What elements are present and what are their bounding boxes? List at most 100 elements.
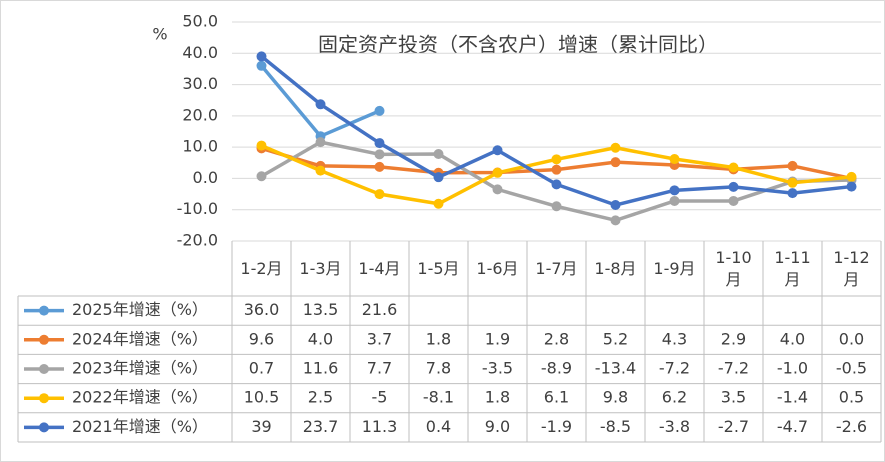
y-tick-label: 40.0 xyxy=(182,43,218,62)
data-point xyxy=(669,185,680,196)
table-value: -4.7 xyxy=(777,417,808,436)
data-point xyxy=(256,60,267,71)
data-point xyxy=(610,142,621,153)
data-point xyxy=(846,171,857,182)
data-point xyxy=(551,154,562,165)
table-value: 5.2 xyxy=(603,329,628,348)
data-point xyxy=(256,140,267,151)
data-point xyxy=(846,181,857,192)
data-point xyxy=(315,165,326,176)
data-point xyxy=(492,184,503,195)
x-tick-label: 1-5月 xyxy=(417,258,460,278)
x-tick-label: 1-2月 xyxy=(240,258,283,278)
data-point xyxy=(669,195,680,206)
data-point xyxy=(728,162,739,173)
data-point xyxy=(610,157,621,168)
table-value: 1.8 xyxy=(485,388,510,407)
y-axis-label: % xyxy=(152,25,167,44)
table-value: 9.6 xyxy=(249,329,274,348)
table-value: 3.5 xyxy=(721,388,746,407)
table-value: -2.6 xyxy=(836,417,867,436)
y-tick-label: -20.0 xyxy=(177,231,218,250)
data-point xyxy=(669,154,680,165)
legend-marker xyxy=(39,334,49,345)
data-point xyxy=(787,188,798,199)
x-tick-label: 1-6月 xyxy=(476,258,519,278)
chart-title: 固定资产投资（不含农户）增速（累计同比） xyxy=(318,33,718,57)
table-value: 9.8 xyxy=(603,388,628,407)
data-point xyxy=(374,149,385,160)
table-value: 0.4 xyxy=(426,417,451,436)
data-point xyxy=(492,145,503,156)
table-value: -5 xyxy=(372,388,388,407)
table-value: -1.0 xyxy=(777,359,808,378)
legend-label: 2023年增速（%） xyxy=(72,359,208,378)
data-point xyxy=(433,149,444,160)
x-tick-label: 1-3月 xyxy=(299,258,342,278)
data-point xyxy=(374,161,385,172)
y-tick-label: -10.0 xyxy=(177,199,218,218)
data-point xyxy=(433,172,444,183)
table-value: -7.2 xyxy=(718,359,749,378)
table-value: 2.5 xyxy=(308,388,333,407)
table-value: 4.3 xyxy=(662,329,687,348)
table-value: 6.1 xyxy=(544,388,569,407)
data-point xyxy=(256,171,267,182)
table-value: 10.5 xyxy=(244,388,280,407)
table-value: 4.0 xyxy=(780,329,805,348)
table-value: -2.7 xyxy=(718,417,749,436)
y-tick-label: 20.0 xyxy=(182,105,218,124)
data-point xyxy=(610,200,621,211)
table-value: 7.7 xyxy=(367,359,392,378)
table-value: 7.8 xyxy=(426,359,451,378)
x-tick-label: 1-4月 xyxy=(358,258,401,278)
y-tick-label: 0.0 xyxy=(193,168,218,187)
x-tick-label: 1-8月 xyxy=(594,258,637,278)
table-value: 2.9 xyxy=(721,329,746,348)
data-point xyxy=(787,160,798,171)
data-point xyxy=(374,105,385,116)
table-value: 36.0 xyxy=(244,300,280,319)
data-point xyxy=(433,198,444,209)
table-value: -1.4 xyxy=(777,388,808,407)
table-value: 39 xyxy=(251,417,271,436)
table-value: -3.8 xyxy=(659,417,690,436)
table-value: -13.4 xyxy=(595,359,636,378)
data-point xyxy=(728,195,739,206)
data-point xyxy=(492,167,503,178)
data-point xyxy=(728,181,739,192)
table-value: 0.7 xyxy=(249,359,274,378)
data-point xyxy=(551,164,562,175)
data-point xyxy=(551,179,562,190)
legend-marker xyxy=(39,393,49,404)
data-point xyxy=(256,51,267,62)
legend-label: 2022年增速（%） xyxy=(72,388,208,407)
x-tick-label: 1-11月 xyxy=(774,247,811,289)
table-value: 6.2 xyxy=(662,388,687,407)
table-value: -3.5 xyxy=(482,359,513,378)
data-point xyxy=(610,215,621,226)
table-value: 0.0 xyxy=(839,329,864,348)
legend-label: 2024年增速（%） xyxy=(72,329,208,348)
table-value: -8.5 xyxy=(600,417,631,436)
data-point xyxy=(315,99,326,110)
table-value: 2.8 xyxy=(544,329,569,348)
x-tick-label: 1-7月 xyxy=(535,258,578,278)
y-tick-label: 30.0 xyxy=(182,74,218,93)
data-point xyxy=(315,137,326,148)
table-value: 21.6 xyxy=(362,300,398,319)
table-value: -0.5 xyxy=(836,359,867,378)
table-value: 11.3 xyxy=(362,417,398,436)
table-value: 3.7 xyxy=(367,329,392,348)
x-tick-label: 1-9月 xyxy=(653,258,696,278)
series-line xyxy=(260,143,852,206)
table-value: -1.9 xyxy=(541,417,572,436)
x-tick-label: 1-10月 xyxy=(715,247,752,289)
table-value: -7.2 xyxy=(659,359,690,378)
data-point xyxy=(787,177,798,188)
legend-label: 2021年增速（%） xyxy=(72,417,208,436)
legend-marker xyxy=(39,364,49,374)
table-value: -8.9 xyxy=(541,359,572,378)
